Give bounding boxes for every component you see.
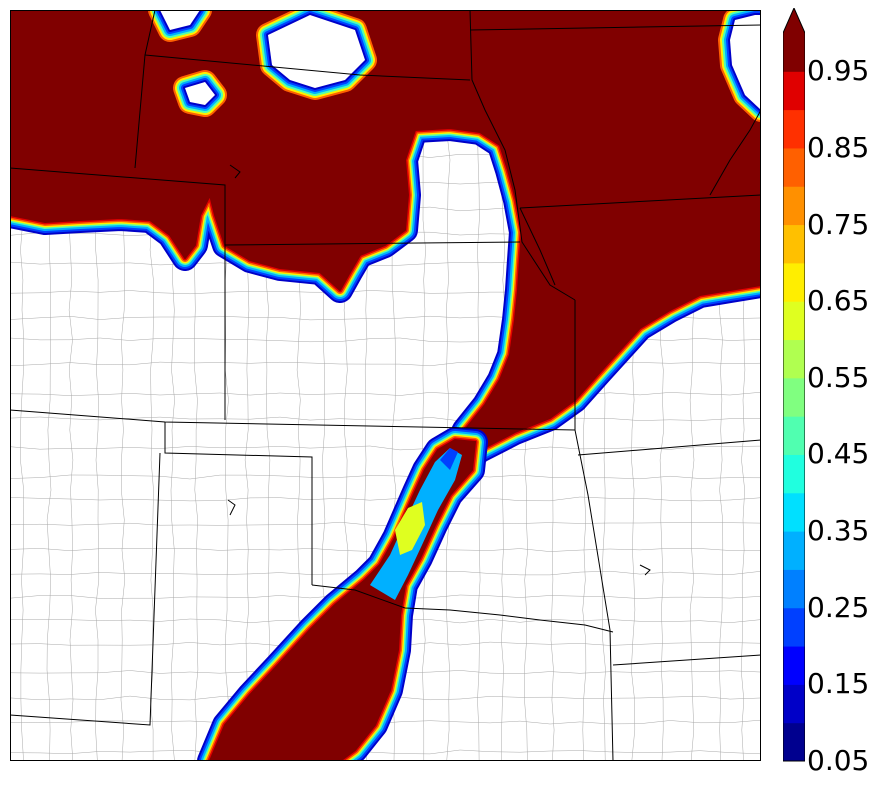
colorbar-tick-label: 0.85 (807, 130, 870, 164)
colorbar-band (783, 224, 805, 264)
colorbar-tick-label: 0.35 (807, 514, 870, 548)
colorbar-band (783, 454, 805, 494)
colorbar-band (783, 377, 805, 417)
north-holes (148, 10, 761, 122)
colorbar-band (783, 646, 805, 685)
colorbar-tick-label: 0.65 (807, 284, 870, 318)
colorbar (783, 8, 805, 762)
probability-map (10, 10, 761, 761)
colorbar-band (783, 569, 805, 609)
colorbar-band (783, 301, 805, 341)
colorbar-tick-label: 0.75 (807, 207, 870, 241)
colorbar-band (783, 607, 805, 647)
colorbar-band (783, 147, 805, 187)
colorbar-band (783, 33, 805, 72)
colorbar-extend-arrow (783, 8, 805, 33)
colorbar-band (783, 416, 805, 455)
colorbar-tick-label: 0.45 (807, 437, 870, 471)
colorbar-band (783, 109, 805, 149)
state-borders (10, 10, 761, 761)
colorbar-tick-label: 0.05 (807, 744, 870, 777)
colorbar-band (783, 262, 805, 302)
southwest-probability-area (197, 427, 488, 761)
colorbar-band (783, 684, 805, 724)
north-probability-area (10, 10, 761, 478)
colorbar-band (783, 339, 805, 379)
colorbar-band (783, 492, 805, 532)
colorbar-band (783, 722, 805, 762)
colorbar-band (783, 186, 805, 226)
colorbar-tick-label: 0.15 (807, 667, 870, 701)
colorbar-band (783, 531, 805, 570)
colorbar-band (783, 71, 805, 111)
colorbar-tick-label: 0.95 (807, 54, 870, 88)
colorbar-tick-label: 0.25 (807, 590, 870, 624)
colorbar-tick-label: 0.55 (807, 360, 870, 394)
